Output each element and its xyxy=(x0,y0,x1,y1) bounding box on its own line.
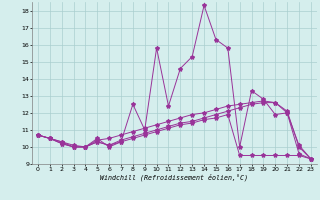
X-axis label: Windchill (Refroidissement éolien,°C): Windchill (Refroidissement éolien,°C) xyxy=(100,173,248,181)
